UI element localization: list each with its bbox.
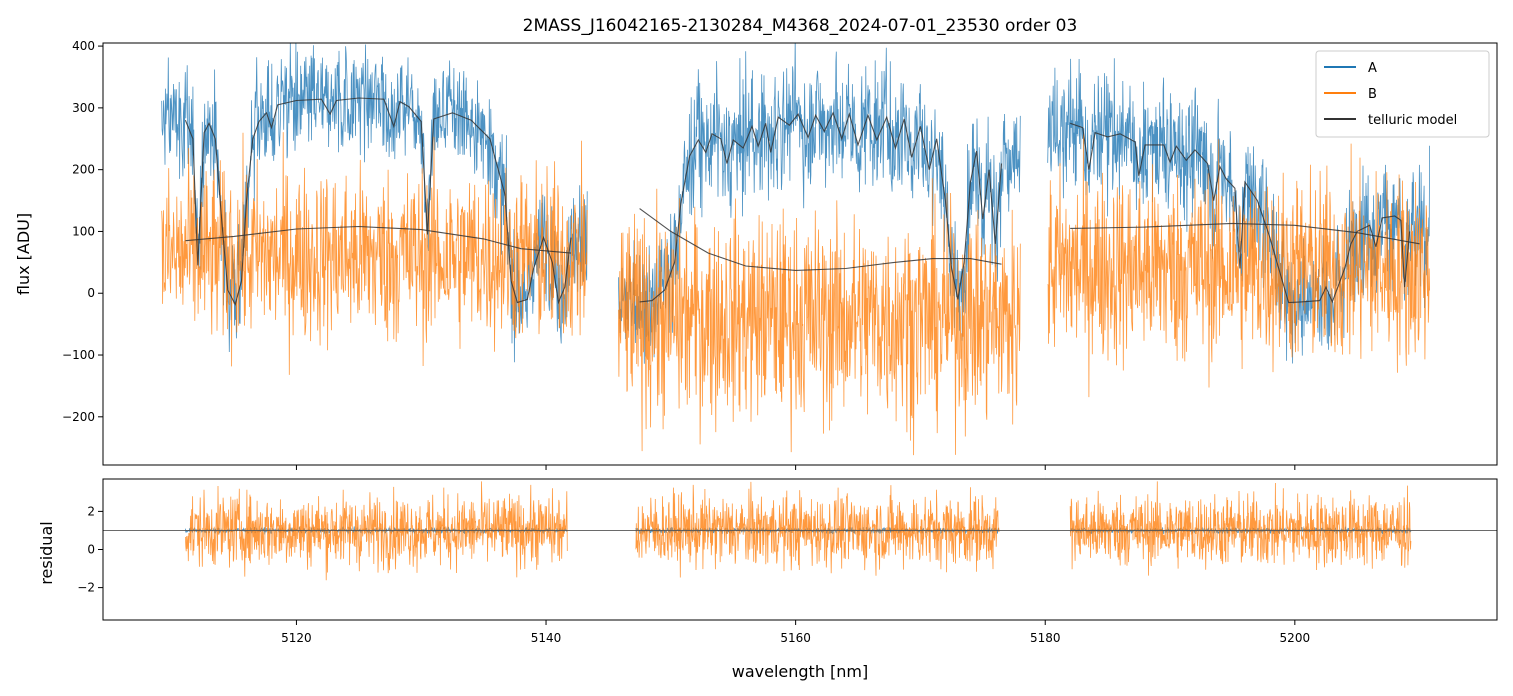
legend-label-telluric: telluric model: [1368, 113, 1457, 128]
residual-ytick-label: −2: [77, 581, 95, 595]
spectrum-a-segment-1: [161, 43, 588, 363]
telluric-a-model-segment-2: [639, 111, 1003, 303]
residual-ytick-label: 0: [87, 543, 95, 557]
residual-xtick-label: 5140: [531, 631, 562, 645]
telluric-a-model-segment-1: [184, 97, 572, 306]
legend-box: [1315, 50, 1490, 138]
legend: A B telluric model: [1315, 50, 1490, 138]
telluric-a-model-segment-3: [1070, 122, 1411, 304]
residual-xtick-label: 5120: [281, 631, 312, 645]
flux-ytick-label: 400: [72, 39, 95, 53]
flux-ytick-label: 100: [72, 224, 95, 238]
flux-data-layer: [161, 43, 1430, 456]
residual-ytick-label: 2: [87, 504, 95, 518]
residual-xtick-label: 5200: [1280, 631, 1311, 645]
residual-b-segment-1: [185, 481, 568, 581]
spectrum-b-segment-1: [161, 132, 588, 375]
flux-axis-ticks: −200 −100 0 100 200 300 400: [62, 39, 1296, 470]
telluric-b-model-segment-3: [1070, 222, 1420, 245]
spectrum-b-segment-3: [1047, 134, 1430, 398]
flux-ytick-label: 200: [72, 163, 95, 177]
legend-label-b: B: [1368, 87, 1377, 102]
spectrum-b-segment-2: [618, 178, 1021, 456]
residual-data-layer: [103, 481, 1497, 581]
spectrum-a-segment-3: [1047, 58, 1430, 364]
residual-b-segment-2: [635, 481, 1000, 578]
residual-xtick-label: 5180: [1030, 631, 1061, 645]
legend-label-a: A: [1368, 61, 1377, 76]
residual-axis-ticks: −2 0 2 5120 5140 5160 5180 5200: [77, 504, 1310, 645]
flux-panel: −200 −100 0 100 200 300 400 flux [ADU] A B tel…: [14, 39, 1498, 470]
chart-title: 2MASS_J16042165-2130284_M4368_2024-07-01…: [523, 16, 1078, 36]
flux-axis-label: flux [ADU]: [14, 213, 33, 295]
flux-ytick-label: 0: [87, 286, 95, 300]
telluric-b-model-segment-1: [185, 225, 572, 254]
flux-ytick-label: −200: [62, 410, 95, 424]
telluric-b-model-segment-2: [639, 208, 1002, 271]
residual-xtick-label: 5160: [780, 631, 811, 645]
residual-panel: −2 0 2 5120 5140 5160 5180 5200 residual wavele…: [37, 478, 1498, 681]
residual-b-segment-3: [1069, 481, 1412, 576]
flux-ytick-label: −100: [62, 348, 95, 362]
flux-panel-frame: [102, 42, 1498, 466]
residual-axis-label: residual: [37, 521, 56, 584]
flux-ytick-label: 300: [72, 101, 95, 115]
x-axis-label: wavelength [nm]: [732, 662, 869, 681]
